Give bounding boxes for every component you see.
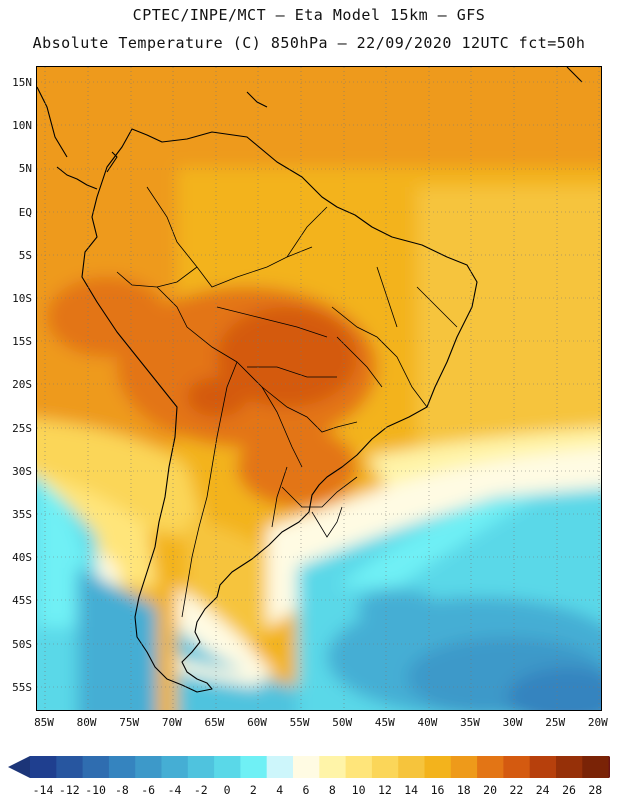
- lat-label: 50S: [12, 637, 32, 651]
- lon-label: 35W: [460, 716, 480, 729]
- legend-label: 24: [535, 783, 550, 797]
- lat-label: 20S: [12, 378, 32, 392]
- legend-label: 4: [276, 783, 284, 797]
- lon-label: 75W: [119, 716, 140, 729]
- legend-swatch: [556, 756, 583, 778]
- lat-label: 5S: [18, 248, 32, 262]
- lat-label: 45S: [12, 594, 32, 608]
- legend-label: 10: [351, 783, 366, 797]
- legend-swatch: [293, 756, 320, 778]
- legend-max-arrow: [608, 756, 610, 778]
- lon-label: 60W: [247, 716, 267, 729]
- legend-label: 22: [509, 783, 524, 797]
- legend-label: 18: [456, 783, 471, 797]
- lat-label: 55S: [12, 680, 32, 694]
- legend-label: 14: [404, 783, 419, 797]
- lat-label: 10N: [12, 119, 32, 133]
- legend-swatch: [582, 756, 610, 778]
- legend-label: -2: [193, 783, 208, 797]
- lat-label: 10S: [12, 292, 32, 305]
- legend-swatch: [319, 756, 347, 778]
- lon-label: 70W: [161, 716, 182, 729]
- legend-swatch: [187, 756, 215, 778]
- lat-label: 30S: [12, 464, 32, 478]
- legend-label: 8: [328, 783, 336, 797]
- lon-label: 55W: [289, 716, 310, 729]
- legend-swatch: [450, 756, 478, 778]
- legend-label: 12: [377, 783, 392, 797]
- legend-label: 26: [562, 783, 576, 797]
- temperature-field: [37, 67, 601, 710]
- lon-label: 65W: [204, 716, 225, 729]
- legend-swatch: [30, 756, 57, 778]
- legend-swatch: [529, 756, 557, 778]
- legend-swatch: [56, 756, 84, 778]
- legend-swatch: [108, 756, 136, 778]
- legend-label: 0: [223, 783, 231, 797]
- legend-swatch: [266, 756, 294, 778]
- legend-label: 20: [483, 783, 498, 797]
- lon-label: 20W: [587, 716, 608, 729]
- legend-swatch: [82, 756, 110, 778]
- legend-swatch: [398, 756, 425, 778]
- legend-label: -10: [85, 783, 106, 797]
- legend-label: 28: [588, 783, 603, 797]
- legend-swatch: [371, 756, 399, 778]
- lat-label: 5N: [18, 162, 32, 176]
- legend-swatch: [345, 756, 373, 778]
- lat-label: 40S: [12, 551, 32, 565]
- legend-label: -6: [141, 783, 156, 797]
- legend-label: 2: [249, 783, 257, 797]
- lon-label: 45W: [374, 716, 395, 729]
- lat-label: 35S: [12, 508, 32, 521]
- lat-label: 25S: [12, 421, 32, 435]
- legend-swatch: [135, 756, 162, 778]
- legend-label: 6: [302, 783, 310, 797]
- legend-swatch: [503, 756, 531, 778]
- color-legend: [8, 756, 610, 778]
- temperature-map: [37, 67, 601, 710]
- legend-label: -14: [32, 783, 54, 797]
- legend-label: -12: [58, 783, 80, 797]
- lat-label: 15N: [12, 76, 32, 89]
- lon-label: 80W: [76, 716, 97, 729]
- legend-label: -8: [114, 783, 129, 797]
- legend-swatch: [240, 756, 268, 778]
- legend-label: 16: [430, 783, 445, 797]
- lat-label: 15S: [12, 335, 32, 349]
- legend-swatch: [214, 756, 241, 778]
- coastline: [37, 67, 583, 693]
- country-borders: [116, 186, 458, 618]
- legend-swatch: [424, 756, 452, 778]
- lon-label: 25W: [545, 716, 566, 729]
- lon-label: 30W: [502, 716, 523, 729]
- lon-label: 40W: [417, 716, 438, 729]
- lon-label: 85W: [34, 716, 54, 729]
- legend-min-arrow: [8, 756, 30, 778]
- legend-label: -4: [167, 783, 182, 797]
- lat-label: EQ: [18, 205, 32, 219]
- lon-label: 50W: [332, 716, 353, 729]
- legend-swatch: [161, 756, 189, 778]
- legend-swatch: [477, 756, 504, 778]
- title-line-1: CPTEC/INPE/MCT – Eta Model 15km – GFS: [132, 6, 486, 24]
- title-line-2: Absolute Temperature (C) 850hPa – 22/09/…: [32, 34, 586, 52]
- map-panel[interactable]: [36, 66, 602, 711]
